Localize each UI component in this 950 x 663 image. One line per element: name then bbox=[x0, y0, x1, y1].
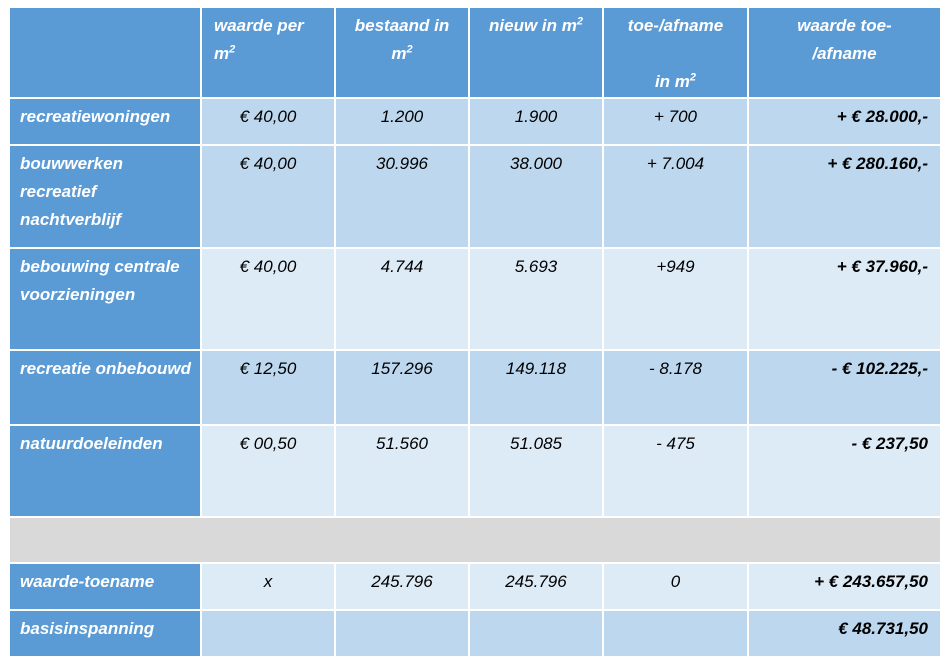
row-label: bebouwing centrale voorzieningen bbox=[8, 247, 202, 351]
cell-delta: - 475 bbox=[602, 424, 749, 518]
value-table-wrapper: waarde per m2 bestaand in m2 nieuw in m2 t… bbox=[8, 6, 942, 658]
cell-waarde-delta: - € 237,50 bbox=[747, 424, 942, 518]
spacer-cell bbox=[8, 516, 942, 564]
cell-waarde: € 12,50 bbox=[200, 349, 336, 426]
table-row: natuurdoeleinden € 00,50 51.560 51.085 -… bbox=[8, 424, 942, 518]
header-empty bbox=[8, 6, 202, 99]
cell-bestaand: 245.796 bbox=[334, 562, 470, 611]
cell-waarde-delta: + € 37.960,- bbox=[747, 247, 942, 351]
row-label: recreatiewoningen bbox=[8, 97, 202, 146]
cell-nieuw bbox=[468, 609, 604, 658]
header-waarde-toe-afname: waarde toe-/afname bbox=[747, 6, 942, 99]
cell-delta: +949 bbox=[602, 247, 749, 351]
cell-waarde-delta: - € 102.225,- bbox=[747, 349, 942, 426]
table-row: recreatiewoningen € 40,00 1.200 1.900 + … bbox=[8, 97, 942, 146]
cell-waarde bbox=[200, 609, 336, 658]
spacer-row bbox=[8, 516, 942, 564]
cell-waarde: € 00,50 bbox=[200, 424, 336, 518]
totals-row: basisinspanning € 48.731,50 bbox=[8, 609, 942, 658]
cell-nieuw: 5.693 bbox=[468, 247, 604, 351]
row-label: waarde-toename bbox=[8, 562, 202, 611]
cell-waarde: x bbox=[200, 562, 336, 611]
cell-bestaand: 1.200 bbox=[334, 97, 470, 146]
header-waarde-per-m2: waarde per m2 bbox=[200, 6, 336, 99]
value-table: waarde per m2 bestaand in m2 nieuw in m2 t… bbox=[8, 6, 942, 658]
cell-nieuw: 51.085 bbox=[468, 424, 604, 518]
header-row: waarde per m2 bestaand in m2 nieuw in m2 t… bbox=[8, 6, 942, 99]
cell-nieuw: 149.118 bbox=[468, 349, 604, 426]
totals-row: waarde-toename x 245.796 245.796 0 + € 2… bbox=[8, 562, 942, 611]
cell-nieuw: 1.900 bbox=[468, 97, 604, 146]
cell-delta bbox=[602, 609, 749, 658]
row-label: bouwwerken recreatief nachtverblijf bbox=[8, 144, 202, 249]
cell-bestaand bbox=[334, 609, 470, 658]
cell-waarde-delta: + € 280.160,- bbox=[747, 144, 942, 249]
cell-delta: - 8.178 bbox=[602, 349, 749, 426]
table-row: bouwwerken recreatief nachtverblijf € 40… bbox=[8, 144, 942, 249]
cell-nieuw: 38.000 bbox=[468, 144, 604, 249]
cell-delta: + 700 bbox=[602, 97, 749, 146]
header-nieuw: nieuw in m2 bbox=[468, 6, 604, 99]
cell-bestaand: 157.296 bbox=[334, 349, 470, 426]
cell-waarde-delta: + € 243.657,50 bbox=[747, 562, 942, 611]
row-label: natuurdoeleinden bbox=[8, 424, 202, 518]
table-row: bebouwing centrale voorzieningen € 40,00… bbox=[8, 247, 942, 351]
cell-delta: + 7.004 bbox=[602, 144, 749, 249]
cell-bestaand: 4.744 bbox=[334, 247, 470, 351]
cell-waarde: € 40,00 bbox=[200, 144, 336, 249]
cell-waarde-delta: € 48.731,50 bbox=[747, 609, 942, 658]
cell-waarde: € 40,00 bbox=[200, 247, 336, 351]
cell-delta: 0 bbox=[602, 562, 749, 611]
cell-waarde-delta: + € 28.000,- bbox=[747, 97, 942, 146]
cell-nieuw: 245.796 bbox=[468, 562, 604, 611]
row-label: basisinspanning bbox=[8, 609, 202, 658]
cell-bestaand: 51.560 bbox=[334, 424, 470, 518]
cell-waarde: € 40,00 bbox=[200, 97, 336, 146]
row-label: recreatie onbebouwd bbox=[8, 349, 202, 426]
cell-bestaand: 30.996 bbox=[334, 144, 470, 249]
table-row: recreatie onbebouwd € 12,50 157.296 149.… bbox=[8, 349, 942, 426]
header-toe-afname: toe-/afname in m2 bbox=[602, 6, 749, 99]
header-bestaand: bestaand in m2 bbox=[334, 6, 470, 99]
